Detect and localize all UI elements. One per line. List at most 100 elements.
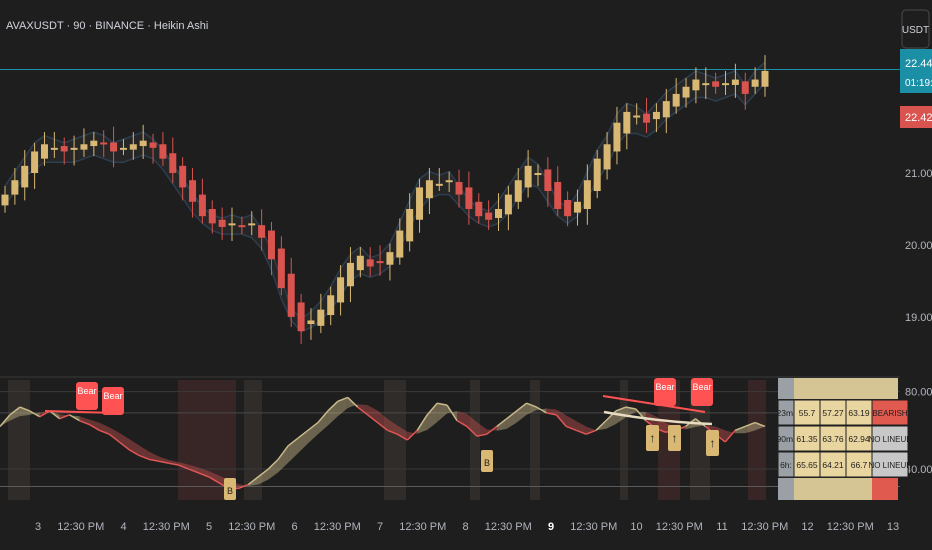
bear-label-text: Bear xyxy=(655,382,674,392)
osc-line xyxy=(416,414,428,431)
osc-line xyxy=(148,458,160,463)
osc-line xyxy=(19,406,31,412)
candle-body xyxy=(445,180,453,183)
osc-highlight xyxy=(244,380,262,500)
table-cell xyxy=(845,399,873,426)
candle-body xyxy=(376,261,384,264)
osc-line xyxy=(257,468,269,478)
osc-fill xyxy=(745,422,756,434)
table-cell-text: 66.7 xyxy=(851,460,868,470)
candle-body xyxy=(652,111,660,120)
osc-line xyxy=(734,425,746,432)
osc-line xyxy=(585,429,597,435)
table-cell-text: NO LINEUP xyxy=(868,435,911,444)
time-tick-label: 12:30 PM xyxy=(741,521,788,533)
osc-line xyxy=(754,421,766,428)
osc-fill xyxy=(755,422,765,431)
osc-line xyxy=(446,404,458,422)
osc-fill xyxy=(506,410,517,429)
osc-fill xyxy=(625,407,636,418)
table-cell xyxy=(793,451,821,478)
time-tick-label: 12:30 PM xyxy=(570,521,617,533)
osc-line xyxy=(108,433,120,443)
candle-body xyxy=(613,122,621,152)
candle-body xyxy=(297,302,305,332)
osc-line xyxy=(99,429,110,435)
osc-fill xyxy=(129,439,140,456)
candle-body xyxy=(435,183,443,186)
candle-body xyxy=(524,165,532,188)
table-cell-text: 90m: xyxy=(777,434,796,444)
osc-fill xyxy=(397,425,408,440)
candle-body xyxy=(50,147,58,150)
candle-body xyxy=(514,180,522,202)
osc-fill xyxy=(516,403,527,423)
table-cell-partial xyxy=(872,478,898,500)
osc-fill xyxy=(298,430,308,454)
table-cell-text: 65.65 xyxy=(796,460,818,470)
osc-fill xyxy=(19,407,30,417)
osc-fill xyxy=(99,422,110,435)
candle-body xyxy=(504,194,512,215)
currency-button-frame[interactable] xyxy=(901,9,930,49)
table-cell-text: 6h: xyxy=(780,460,792,470)
candle-body xyxy=(60,146,68,152)
time-tick-label: 12:30 PM xyxy=(485,521,532,533)
osc-line xyxy=(49,410,61,420)
currency-button[interactable]: USDT xyxy=(901,9,930,49)
osc-line xyxy=(198,472,209,478)
candle-body xyxy=(258,225,266,238)
osc-line xyxy=(128,449,140,457)
time-tick-label: 12:30 PM xyxy=(656,521,703,533)
osc-fill xyxy=(476,422,487,437)
band-upper xyxy=(4,61,766,321)
current-price-label: 22.44 xyxy=(905,58,932,70)
prev-price-label: 22.42 xyxy=(905,112,932,124)
osc-fill xyxy=(188,464,199,473)
osc-line xyxy=(516,402,528,412)
table-cell-text: 63.76 xyxy=(822,434,844,444)
osc-line xyxy=(327,400,339,412)
time-tick-label: 12:30 PM xyxy=(143,521,190,533)
candle-body xyxy=(198,194,206,217)
candle-body xyxy=(346,262,354,287)
price-tick-label: 21.00 xyxy=(905,168,932,180)
osc-line xyxy=(118,441,130,451)
currency-button-label[interactable]: USDT xyxy=(902,25,929,36)
osc-fill xyxy=(258,469,269,485)
arrow-label-box xyxy=(706,430,719,456)
osc-fill xyxy=(337,397,348,417)
candle-body xyxy=(396,230,404,258)
table-cell xyxy=(793,425,821,452)
candle-body xyxy=(712,81,720,87)
osc-line xyxy=(208,476,219,484)
osc-highlight xyxy=(620,380,628,500)
osc-axis: 80.00 40.00 xyxy=(905,387,932,476)
table-cell-text: 61.35 xyxy=(796,434,818,444)
candle-body xyxy=(31,151,39,174)
bear-label-box xyxy=(76,382,98,410)
bear-divergence-line xyxy=(602,395,706,413)
candle-body xyxy=(662,101,670,118)
osc-line xyxy=(555,414,567,427)
osc-line xyxy=(436,402,448,406)
candle-body xyxy=(287,273,295,317)
price-pane[interactable] xyxy=(0,55,900,345)
osc-line xyxy=(367,414,378,424)
arrow-label-text: ↑ xyxy=(650,431,656,445)
table-cell-text: 63.19 xyxy=(848,408,870,418)
osc-line xyxy=(724,429,736,443)
table-cell-partial xyxy=(778,478,794,500)
candle-body xyxy=(356,255,364,271)
time-tick-label: 11 xyxy=(716,521,727,533)
candle-body xyxy=(495,208,503,218)
osc-line xyxy=(178,464,190,470)
time-tick-label: 6 xyxy=(291,521,297,533)
osc-line xyxy=(357,406,369,416)
table-cell xyxy=(845,425,873,452)
time-tick-label: 7 xyxy=(377,521,383,533)
candle-body xyxy=(277,248,285,289)
osc-line xyxy=(546,412,557,416)
countdown-label: 01:19:1 xyxy=(905,78,932,89)
